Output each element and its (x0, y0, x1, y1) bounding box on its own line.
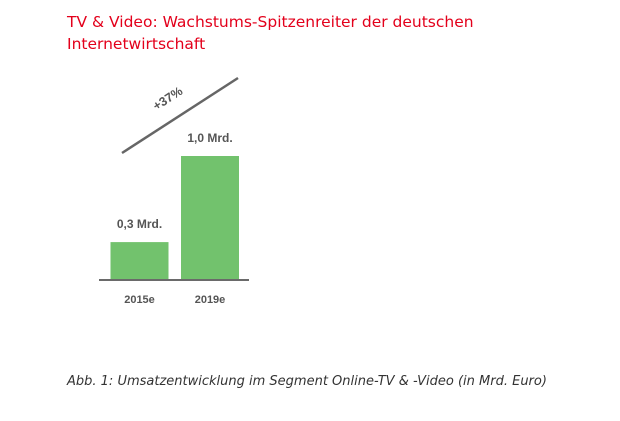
chart-title: TV & Video: Wachstums-Spitzenreiter der … (67, 13, 474, 53)
figure-caption: Abb. 1: Umsatzentwicklung im Segment Onl… (67, 374, 547, 389)
data-label-2019e: 1,0 Mrd. (187, 131, 232, 145)
bar-2015e (110, 242, 169, 279)
growth-annotation: +37% (150, 84, 185, 113)
x-tick-label-2019e: 2019e (195, 294, 226, 306)
bars-layer: 0,3 Mrd. 2015e 1,0 Mrd. 2019e (110, 131, 239, 306)
growth-arrow-line (121, 76, 239, 155)
data-label-2015e: 0,3 Mrd. (117, 217, 162, 231)
bar-2019e (181, 156, 239, 279)
x-tick-label-2015e: 2015e (124, 294, 155, 306)
